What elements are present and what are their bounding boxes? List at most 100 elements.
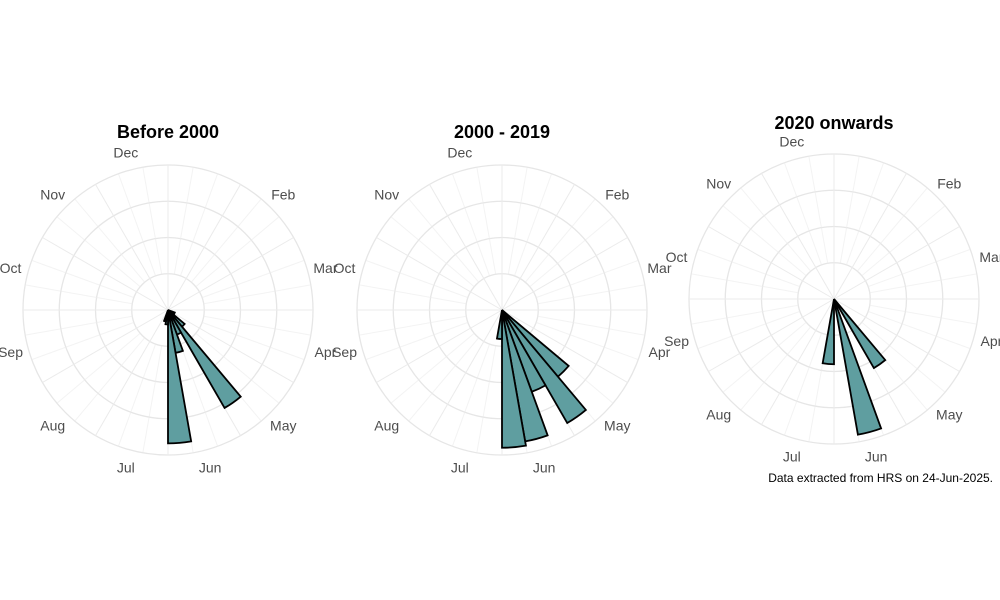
- grid-spoke: [869, 304, 977, 325]
- month-label-apr: Apr: [981, 333, 1000, 349]
- grid-spoke: [722, 321, 807, 393]
- grid-spoke: [856, 187, 928, 272]
- grid-spoke: [429, 309, 503, 436]
- grid-spoke: [513, 173, 553, 277]
- grid-spoke: [42, 237, 169, 311]
- grid-spoke: [867, 248, 971, 288]
- grid-spoke: [451, 173, 491, 277]
- month-label-apr: Apr: [315, 344, 337, 360]
- grid-spoke: [708, 226, 835, 300]
- bar-jun-2: [833, 298, 883, 436]
- bar-jul-2: [162, 309, 169, 323]
- grid-spoke: [365, 321, 469, 361]
- month-label-may: May: [270, 417, 296, 433]
- month-label-dec: Dec: [447, 145, 472, 161]
- grid-spoke: [783, 162, 823, 266]
- month-label-apr: Apr: [649, 344, 671, 360]
- grid-spoke: [203, 284, 311, 305]
- polar-panel: Before 2000 Feb Mar Apr May Jun Jul Aug Sep Oct No…: [0, 122, 338, 475]
- bar-jul-1: [821, 298, 835, 366]
- grid-spoke: [31, 259, 135, 299]
- grid-spoke: [429, 184, 503, 311]
- month-label-jun: Jun: [533, 459, 556, 475]
- grid-spoke: [167, 237, 294, 311]
- grid-spoke: [833, 298, 960, 372]
- grid-spoke: [501, 184, 575, 311]
- grid-spoke: [117, 343, 157, 447]
- grid-spoke: [359, 284, 467, 305]
- grid-spoke: [203, 315, 311, 336]
- grid-spoke: [42, 309, 169, 383]
- month-label-dec: Dec: [113, 145, 138, 161]
- grid-spoke: [761, 173, 835, 300]
- grid-spoke: [740, 326, 812, 411]
- grid-spoke: [501, 237, 628, 311]
- month-label-mar: Mar: [647, 260, 671, 276]
- grid-spoke: [529, 216, 614, 288]
- month-label-jul: Jul: [451, 459, 469, 475]
- grid-spoke: [201, 259, 305, 299]
- grid-spoke: [365, 259, 469, 299]
- grid-spoke: [783, 332, 823, 436]
- polar-panel: 2020 onwards Feb Mar Apr May Jun Jul Aug Sep Oct N…: [664, 113, 1000, 464]
- bar-may-3: [833, 298, 887, 370]
- grid-spoke: [56, 216, 141, 288]
- month-label-aug: Aug: [40, 417, 65, 433]
- bar-apr-3: [167, 309, 176, 315]
- month-label-mar: Mar: [313, 260, 337, 276]
- grid-spoke: [524, 198, 596, 283]
- month-label-feb: Feb: [605, 187, 629, 203]
- grid-spoke: [142, 167, 163, 275]
- grid-spoke: [173, 167, 194, 275]
- chart-panels: Before 2000 Feb Mar Apr May Jun Jul Aug Sep Oct No…: [0, 113, 1000, 475]
- month-label-sep: Sep: [0, 344, 23, 360]
- month-label-jun: Jun: [865, 448, 888, 464]
- grid-spoke: [179, 343, 219, 447]
- grid-spoke: [142, 345, 163, 453]
- grid-spoke: [697, 248, 801, 288]
- grid-spoke: [190, 198, 262, 283]
- bar-may-3: [501, 309, 588, 425]
- grid-spoke: [808, 156, 829, 264]
- grid-spoke: [451, 343, 491, 447]
- grid-spoke: [56, 332, 141, 404]
- grid-spoke: [117, 173, 157, 277]
- grid-spoke: [867, 310, 971, 350]
- bar-may-3: [167, 309, 242, 410]
- grid-spoke: [691, 273, 799, 294]
- grid-spoke: [476, 345, 497, 453]
- grid-spoke: [537, 284, 645, 305]
- grid-spoke: [376, 309, 503, 383]
- panel-title: Before 2000: [117, 122, 219, 142]
- grid-spoke: [861, 321, 946, 393]
- grid-spoke: [25, 284, 133, 305]
- month-label-mar: Mar: [979, 249, 1000, 265]
- grid-spoke: [95, 184, 169, 311]
- grid-spoke: [833, 173, 907, 300]
- month-label-jun: Jun: [199, 459, 222, 475]
- grid-spoke: [869, 273, 977, 294]
- grid-spoke: [201, 321, 305, 361]
- grid-spoke: [476, 167, 497, 275]
- grid-spoke: [845, 162, 885, 266]
- grid-spoke: [74, 337, 146, 422]
- grid-spoke: [535, 321, 639, 361]
- bar-jul-1: [495, 309, 503, 340]
- grid-spoke: [722, 205, 807, 277]
- grid-spoke: [376, 237, 503, 311]
- grid-spoke: [761, 298, 835, 425]
- month-label-feb: Feb: [937, 176, 961, 192]
- month-label-feb: Feb: [271, 187, 295, 203]
- month-label-nov: Nov: [40, 187, 65, 203]
- grid-spoke: [195, 332, 280, 404]
- month-label-oct: Oct: [666, 249, 688, 265]
- grid-spoke: [501, 309, 628, 383]
- bar-jun-3: [501, 309, 527, 449]
- month-label-may: May: [936, 406, 962, 422]
- data-source-caption: Data extracted from HRS on 24-Jun-2025.: [768, 471, 993, 485]
- grid-spoke: [691, 304, 799, 325]
- grid-spoke: [833, 226, 960, 300]
- bar-jun-3: [167, 309, 193, 445]
- grid-spoke: [861, 205, 946, 277]
